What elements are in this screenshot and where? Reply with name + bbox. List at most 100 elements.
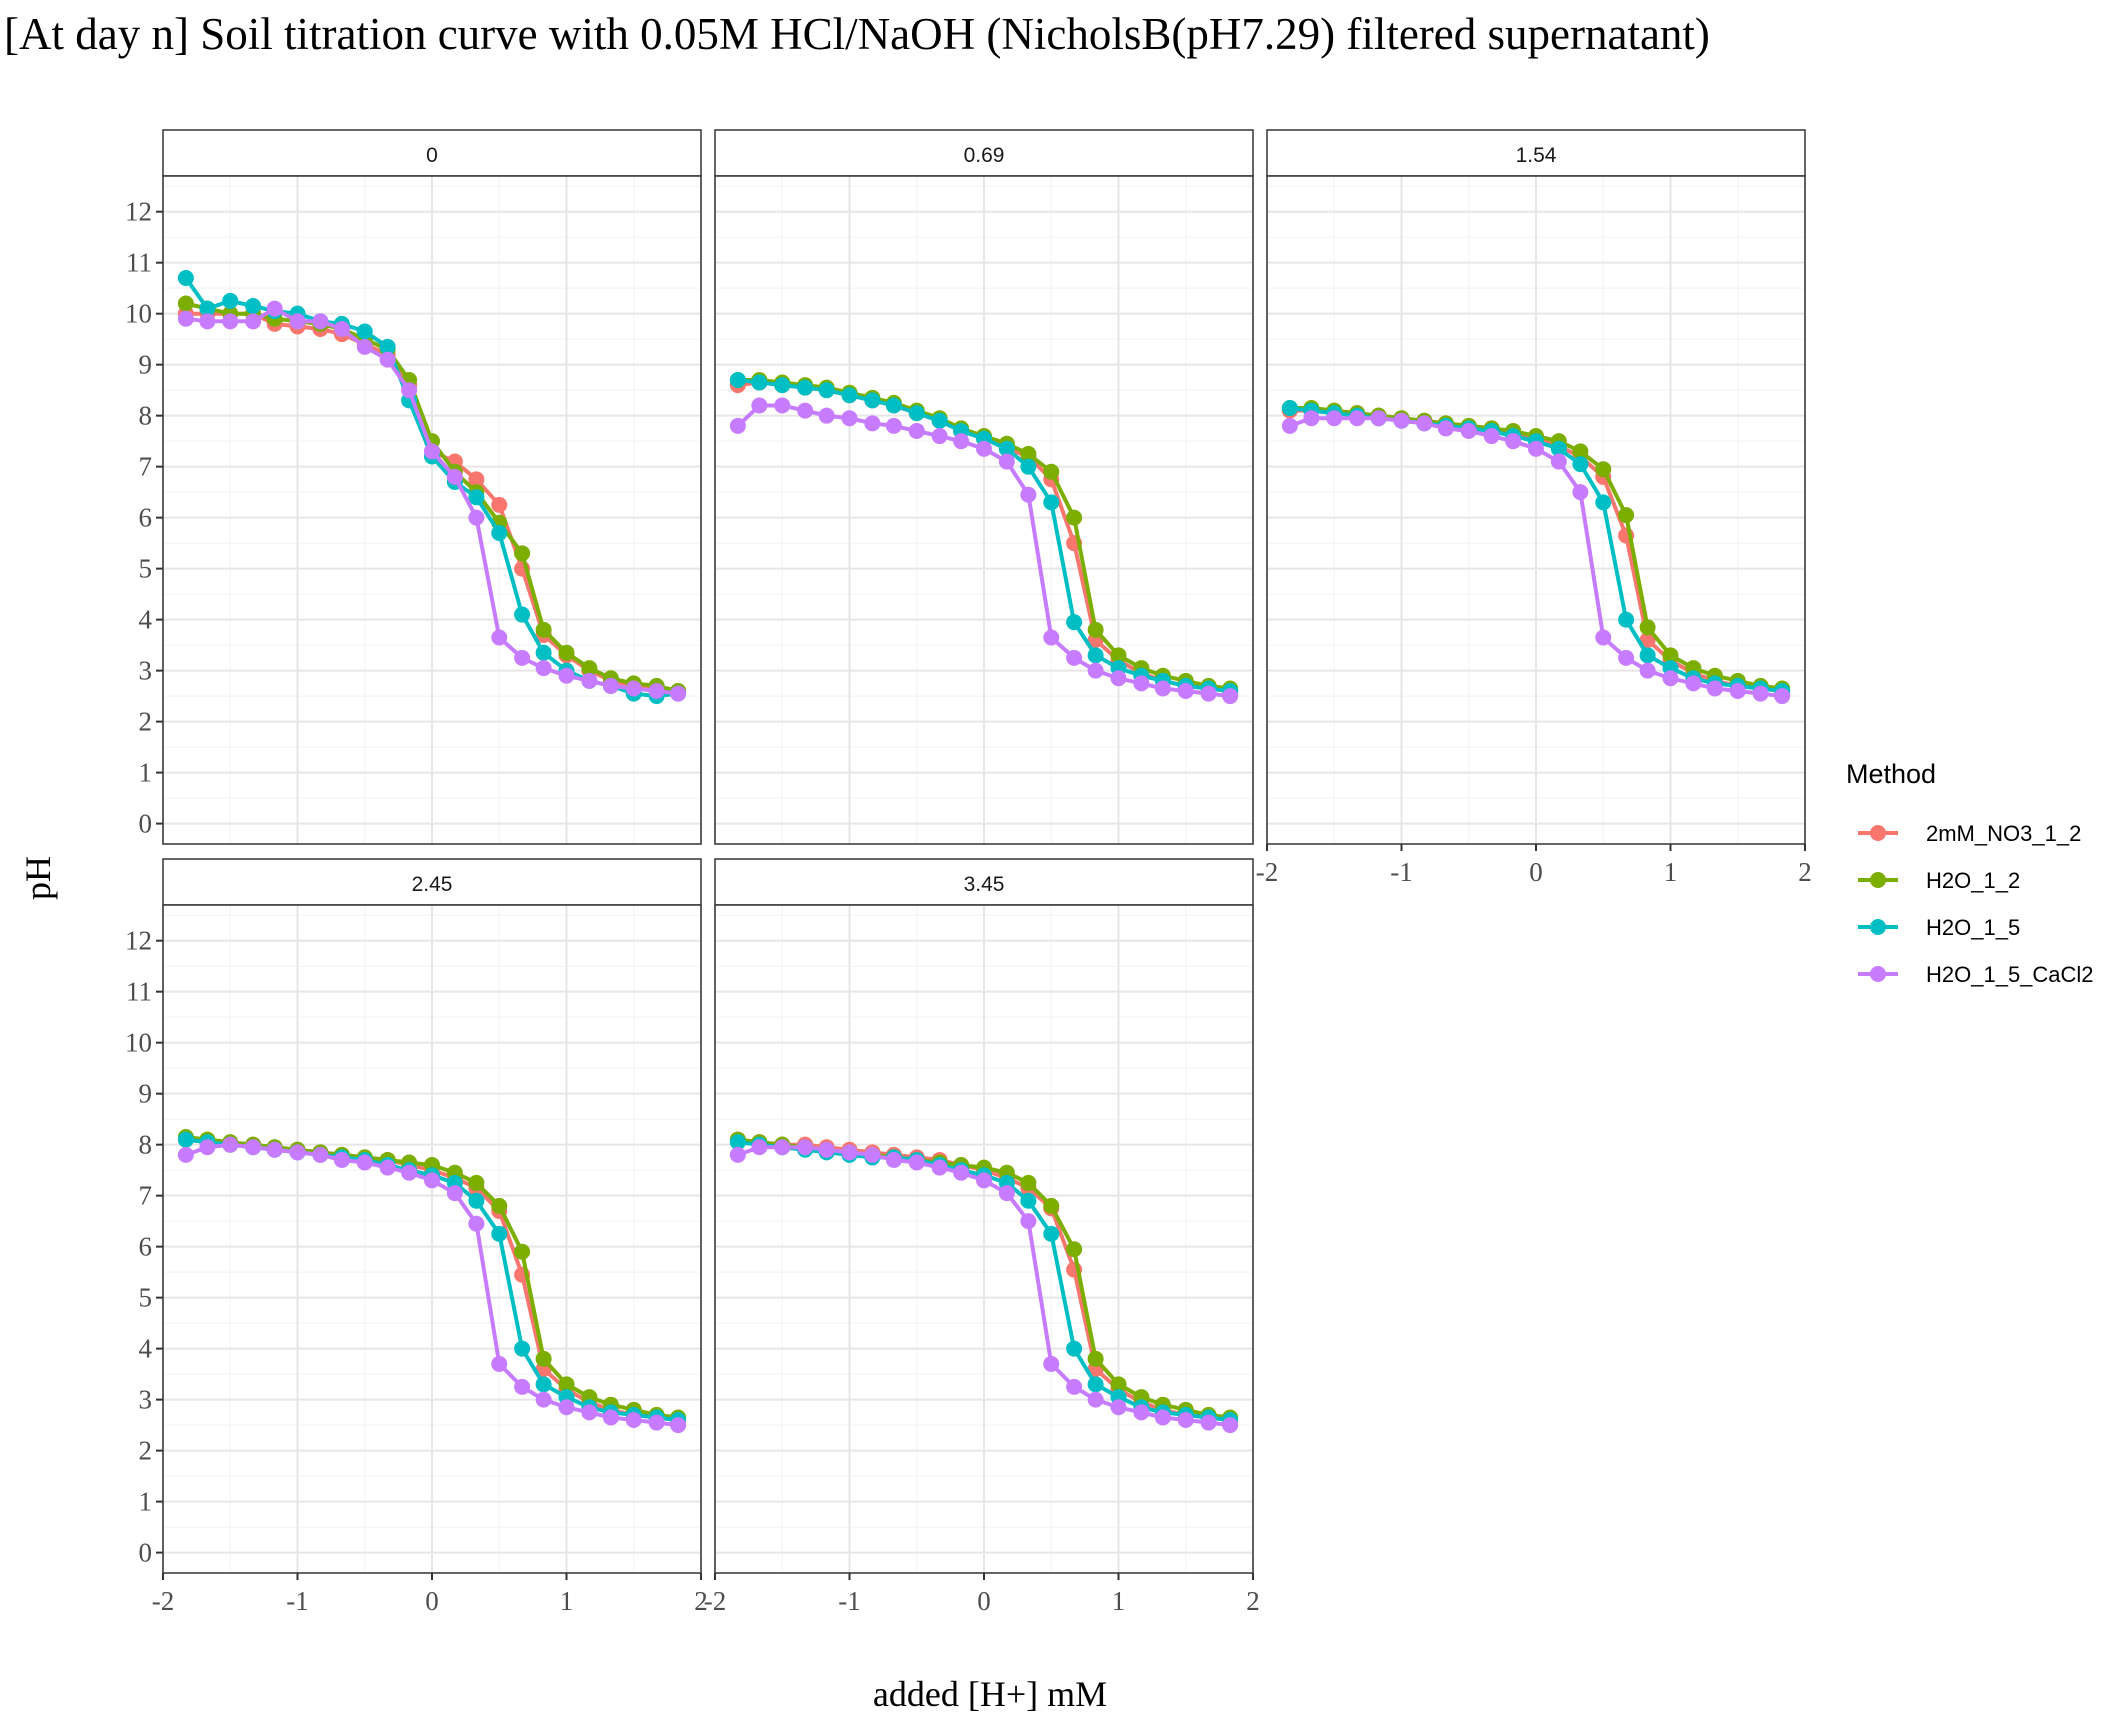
chart-title: [At day n] Soil titration curve with 0.0… bbox=[4, 9, 1710, 59]
data-point bbox=[729, 417, 746, 434]
data-point bbox=[1087, 621, 1104, 638]
data-point bbox=[1154, 1409, 1171, 1426]
data-point bbox=[491, 496, 508, 513]
x-tick-label: -1 bbox=[838, 1586, 861, 1616]
data-point bbox=[1774, 688, 1791, 705]
data-point bbox=[1154, 680, 1171, 697]
data-point bbox=[797, 379, 814, 396]
data-point bbox=[1639, 647, 1656, 664]
data-point bbox=[266, 300, 283, 317]
data-point bbox=[751, 397, 768, 414]
data-point bbox=[177, 1131, 194, 1148]
x-tick-label: 2 bbox=[1246, 1586, 1260, 1616]
data-point bbox=[625, 1412, 642, 1429]
data-point bbox=[245, 313, 262, 330]
y-tick-label: 6 bbox=[139, 1232, 153, 1262]
data-point bbox=[535, 644, 552, 661]
data-point bbox=[177, 295, 194, 312]
data-point bbox=[1043, 1197, 1060, 1214]
legend-title: Method bbox=[1846, 759, 1936, 789]
y-tick-label: 2 bbox=[139, 1436, 153, 1466]
data-point bbox=[953, 433, 970, 450]
legend-label: H2O_1_5_CaCl2 bbox=[1926, 962, 2094, 987]
data-point bbox=[729, 1146, 746, 1163]
x-tick-label: -1 bbox=[286, 1586, 309, 1616]
data-point bbox=[514, 545, 531, 562]
data-point bbox=[1020, 1213, 1037, 1230]
facet-panel: 1.54 -2 -1 0 1 2 bbox=[1256, 129, 1812, 887]
data-point bbox=[648, 683, 665, 700]
x-tick-label: -2 bbox=[704, 1586, 727, 1616]
data-point bbox=[774, 397, 791, 414]
data-point bbox=[1043, 463, 1060, 480]
x-tick-label: 2 bbox=[1798, 857, 1812, 887]
data-point bbox=[1087, 1391, 1104, 1408]
data-point bbox=[491, 629, 508, 646]
facet-panel: 3.45 -2 -1 0 1 2 bbox=[704, 858, 1260, 1616]
data-point bbox=[468, 471, 485, 488]
data-point bbox=[885, 397, 902, 414]
y-tick-label: 9 bbox=[139, 350, 153, 380]
data-point bbox=[998, 453, 1015, 470]
data-point bbox=[1043, 494, 1060, 511]
y-tick-label: 1 bbox=[139, 1487, 153, 1517]
data-point bbox=[199, 300, 216, 317]
data-point bbox=[491, 524, 508, 541]
data-point bbox=[1349, 410, 1366, 427]
legend-key-point bbox=[1870, 966, 1886, 982]
data-point bbox=[1662, 670, 1679, 687]
data-point bbox=[535, 621, 552, 638]
y-tick-label: 4 bbox=[139, 1334, 153, 1364]
data-point bbox=[177, 310, 194, 327]
x-tick-label: 1 bbox=[1112, 1586, 1126, 1616]
data-point bbox=[245, 298, 262, 315]
data-point bbox=[222, 313, 239, 330]
facet-strip-label: 0.69 bbox=[964, 144, 1005, 167]
data-point bbox=[1550, 440, 1567, 457]
data-point bbox=[1639, 632, 1656, 649]
data-point bbox=[1639, 662, 1656, 679]
data-point bbox=[333, 320, 350, 337]
data-point bbox=[1437, 420, 1454, 437]
data-point bbox=[1595, 461, 1612, 478]
data-point bbox=[797, 402, 814, 419]
data-point bbox=[1662, 647, 1679, 664]
data-point bbox=[514, 1340, 531, 1357]
y-tick-label: 8 bbox=[139, 401, 153, 431]
data-point bbox=[1618, 507, 1635, 524]
y-tick-label: 12 bbox=[125, 926, 152, 956]
facet-strip-label: 3.45 bbox=[964, 873, 1005, 896]
data-point bbox=[491, 1225, 508, 1242]
data-point bbox=[1110, 647, 1127, 664]
data-point bbox=[1618, 611, 1635, 628]
data-point bbox=[1550, 453, 1567, 470]
y-tick-label: 11 bbox=[126, 248, 152, 278]
data-point bbox=[908, 405, 925, 422]
data-point bbox=[535, 1391, 552, 1408]
data-point bbox=[841, 410, 858, 427]
data-point bbox=[1020, 1174, 1037, 1191]
data-point bbox=[356, 323, 373, 340]
data-point bbox=[581, 660, 598, 677]
data-point bbox=[266, 1141, 283, 1158]
data-point bbox=[908, 1154, 925, 1171]
y-tick-label: 4 bbox=[139, 605, 153, 635]
data-point bbox=[1595, 629, 1612, 646]
data-point bbox=[222, 292, 239, 309]
y-tick-label: 0 bbox=[139, 809, 153, 839]
data-point bbox=[333, 1151, 350, 1168]
data-point bbox=[1326, 410, 1343, 427]
data-point bbox=[1460, 422, 1477, 439]
data-point bbox=[864, 392, 881, 409]
legend-key-point bbox=[1870, 825, 1886, 841]
data-point bbox=[885, 417, 902, 434]
data-point bbox=[751, 374, 768, 391]
y-tick-label: 0 bbox=[139, 1538, 153, 1568]
data-point bbox=[841, 1144, 858, 1161]
facet-strip-label: 0 bbox=[426, 144, 438, 167]
data-point bbox=[1281, 400, 1298, 417]
data-point bbox=[797, 1139, 814, 1156]
data-point bbox=[864, 1146, 881, 1163]
